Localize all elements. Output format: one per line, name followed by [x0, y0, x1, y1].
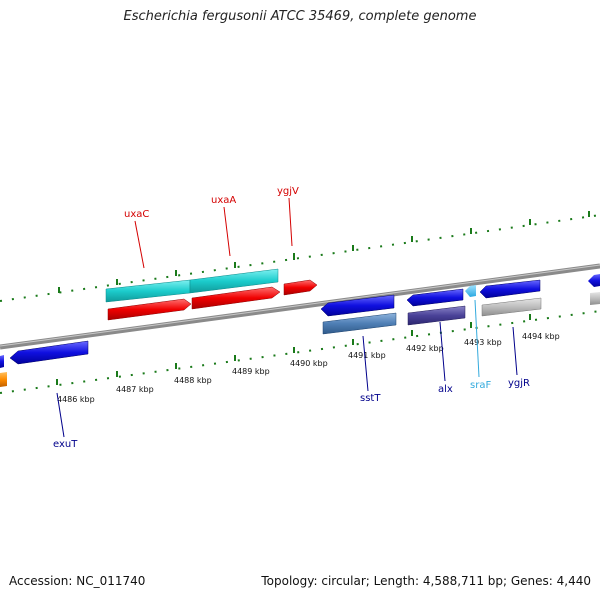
- gene-label-sraF[interactable]: sraF: [470, 380, 491, 391]
- kbp-label: 4489 kbp: [232, 367, 270, 376]
- leader-sstT: [362, 335, 369, 392]
- accession-text: Accession: NC_011740: [9, 574, 146, 588]
- gene-label-uxaC[interactable]: uxaC: [124, 209, 149, 220]
- gene-label-ygjV[interactable]: ygjV: [277, 186, 299, 197]
- genome-backbone: [0, 263, 600, 350]
- gene-label-sstT[interactable]: sstT: [360, 393, 381, 404]
- gene-sstT-feature: [322, 312, 397, 335]
- gene-uxaC: [107, 298, 192, 321]
- leader-alx: [439, 321, 446, 382]
- gene-partial-right: [588, 274, 600, 287]
- kbp-labels: 4486 kbp 4487 kbp 4488 kbp 4489 kbp 4490…: [57, 332, 560, 404]
- lower-tick-dots: [0, 310, 600, 394]
- upper-tick-track: [0, 214, 600, 302]
- gene-label-uxaA[interactable]: uxaA: [211, 195, 236, 206]
- gene-sstT: [320, 294, 395, 317]
- gene-labels: uxaC uxaA ygjV exuT sstT alx sraF ygjR: [53, 186, 530, 450]
- gene-ygjV: [283, 279, 318, 296]
- gene-leader-lines: [56, 197, 518, 438]
- upper-tick-dots: [0, 214, 600, 302]
- leader-ygjR: [512, 326, 518, 376]
- gene-exuT: [9, 340, 89, 365]
- gene-sraF: [465, 285, 476, 297]
- reverse-strand-genes: [9, 274, 600, 365]
- gene-alx: [406, 288, 464, 307]
- gene-alx-feature: [407, 305, 466, 326]
- leader-ygjV: [288, 197, 293, 247]
- kbp-label: 4491 kbp: [348, 351, 386, 360]
- leader-sraF: [474, 299, 480, 378]
- kbp-label: 4493 kbp: [464, 338, 502, 347]
- gene-label-ygjR[interactable]: ygjR: [508, 378, 530, 389]
- gene-uxaA: [191, 286, 281, 310]
- leader-exuT: [56, 392, 65, 438]
- upper-major-ticks: [58, 211, 590, 293]
- kbp-label: 4494 kbp: [522, 332, 560, 341]
- gene-ygjR: [479, 279, 541, 299]
- lower-major-ticks: [56, 314, 531, 385]
- gene-partial-orange: [0, 372, 7, 387]
- forward-strand-genes: [0, 268, 318, 387]
- leader-uxaC: [134, 220, 145, 269]
- gene-uxaC-rna: [105, 279, 191, 303]
- gene-ygjR-feature: [481, 297, 542, 317]
- kbp-label: 4486 kbp: [57, 395, 95, 404]
- genome-title: Escherichia fergusonii ATCC 35469, compl…: [123, 9, 477, 24]
- kbp-label: 4488 kbp: [174, 376, 212, 385]
- gene-uxaA-rna: [189, 268, 279, 294]
- lower-tick-track: [0, 310, 600, 394]
- gene-label-exuT[interactable]: exuT: [53, 439, 78, 450]
- genome-summary-text: Topology: circular; Length: 4,588,711 bp…: [261, 574, 591, 588]
- gene-partial-right-gray: [590, 292, 600, 305]
- leader-uxaA: [223, 206, 231, 257]
- gene-label-alx[interactable]: alx: [438, 384, 453, 395]
- gene-partial-left: [0, 355, 4, 368]
- kbp-label: 4492 kbp: [406, 344, 444, 353]
- kbp-label: 4487 kbp: [116, 385, 154, 394]
- kbp-label: 4490 kbp: [290, 359, 328, 368]
